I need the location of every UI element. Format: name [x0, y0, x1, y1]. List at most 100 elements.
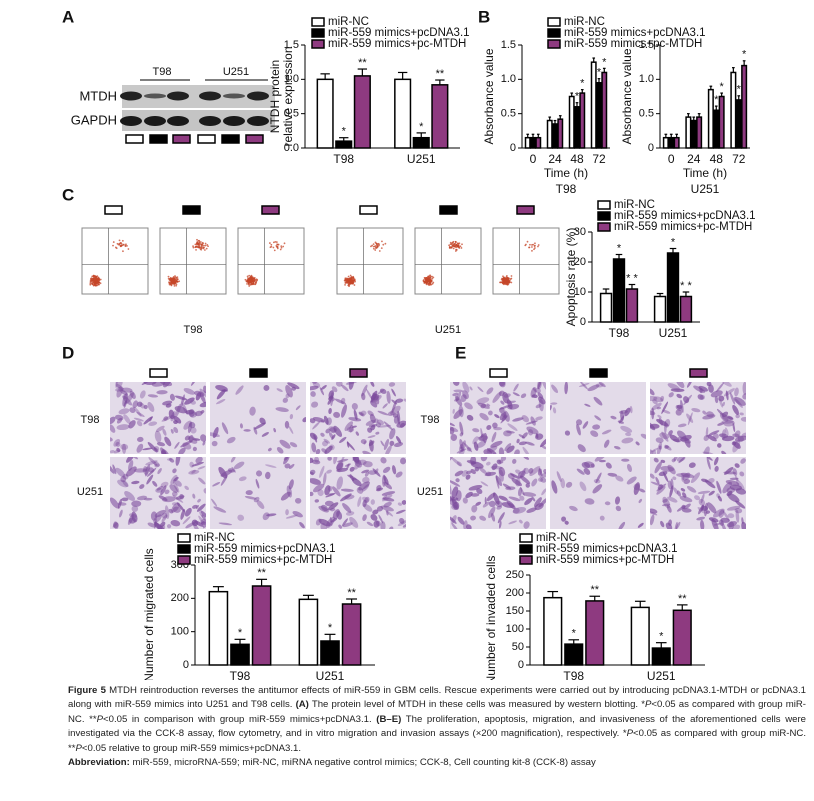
- flow-dot: [250, 283, 253, 286]
- cell: [531, 496, 536, 502]
- cell: [525, 483, 530, 488]
- chart-subtitle: T98: [556, 182, 577, 196]
- cell: [528, 468, 534, 474]
- cell: [148, 457, 158, 466]
- flow-dot: [354, 280, 356, 283]
- cell: [351, 478, 362, 487]
- flow-dot: [430, 281, 432, 283]
- cell: [164, 505, 170, 519]
- cell: [280, 491, 291, 501]
- cell: [490, 440, 503, 448]
- cell: [357, 496, 362, 507]
- flow-dot: [268, 242, 271, 244]
- caption-paragraph: Figure 5 MTDH reintroduction reverses th…: [68, 684, 806, 756]
- micrograph: [110, 382, 206, 454]
- cell: [506, 400, 517, 404]
- x-tick-label: T98: [230, 669, 251, 680]
- flow-dot: [199, 241, 202, 243]
- flow-dot: [93, 283, 96, 286]
- cell: [263, 384, 270, 391]
- cell: [136, 443, 144, 453]
- cell: [315, 448, 321, 454]
- cell: [550, 402, 558, 405]
- cell: [523, 521, 530, 529]
- cell: [351, 425, 357, 428]
- cell: [171, 502, 180, 513]
- cell: [149, 416, 153, 422]
- cell: [180, 509, 186, 520]
- cell: [543, 469, 546, 474]
- figure: A B C D E T98 U251 MTDH GAPDH T98 U251 T98…: [62, 7, 756, 680]
- legend-swatch: [547, 39, 561, 49]
- cell: [190, 399, 196, 405]
- flow-dot: [456, 242, 459, 245]
- cell: [650, 511, 658, 516]
- cell: [325, 428, 331, 434]
- cell: [118, 408, 130, 415]
- cell: [472, 428, 480, 433]
- cell: [708, 517, 719, 523]
- cell: [110, 437, 113, 442]
- cell: [478, 435, 489, 442]
- flow-dot: [347, 275, 350, 278]
- cell: [391, 388, 396, 397]
- flow-dot: [372, 243, 375, 246]
- cell: [520, 467, 526, 478]
- flow-dot: [378, 250, 381, 252]
- x-tick-label: 24: [548, 152, 562, 166]
- micrograph: [310, 382, 406, 454]
- cell: [564, 520, 569, 525]
- cell: [492, 391, 502, 403]
- blot-band: [223, 116, 245, 126]
- cell: [116, 424, 130, 431]
- cell: [734, 463, 740, 468]
- cell: [172, 495, 184, 503]
- cell: [318, 518, 331, 527]
- cell: [477, 436, 485, 442]
- cell: [120, 443, 129, 450]
- cell: [678, 457, 685, 464]
- legend-swatch: [519, 555, 533, 565]
- cell: [486, 425, 492, 430]
- flow-dot: [97, 276, 100, 279]
- flow-dot: [449, 241, 452, 244]
- flow-dot: [192, 246, 195, 249]
- bar: [690, 119, 697, 149]
- bar: [564, 643, 584, 666]
- cell: [682, 472, 691, 481]
- row-label: T98: [81, 414, 100, 426]
- cell: [178, 447, 186, 454]
- cell: [173, 476, 179, 482]
- cell: [556, 471, 562, 482]
- flow-dot: [202, 246, 205, 249]
- cell: [517, 487, 523, 497]
- cell: [650, 410, 656, 416]
- flow-dot: [194, 246, 197, 248]
- cell: [576, 423, 581, 436]
- x-tick-label: 48: [570, 152, 584, 166]
- cell: [312, 382, 321, 388]
- cell: [302, 416, 306, 423]
- cell: [113, 522, 119, 529]
- flow-dot: [112, 241, 115, 243]
- bar: [552, 123, 558, 149]
- y-tick-label: 1.5: [639, 39, 654, 51]
- cell: [656, 483, 667, 492]
- cell: [717, 443, 722, 448]
- cell: [697, 394, 704, 400]
- flow-dot: [455, 246, 457, 249]
- cell: [326, 417, 332, 426]
- flow-dot: [378, 244, 380, 247]
- cell: [605, 462, 612, 469]
- bar: [596, 82, 602, 149]
- cell: [650, 481, 662, 487]
- flow-dot: [92, 280, 95, 283]
- flow-dot: [344, 283, 346, 286]
- condition-icon: [172, 134, 191, 144]
- cell: [735, 509, 740, 523]
- cell: [499, 411, 507, 421]
- flow-plot: [414, 227, 482, 295]
- cell: [581, 462, 591, 469]
- cell: [284, 463, 291, 469]
- cell: [147, 467, 157, 477]
